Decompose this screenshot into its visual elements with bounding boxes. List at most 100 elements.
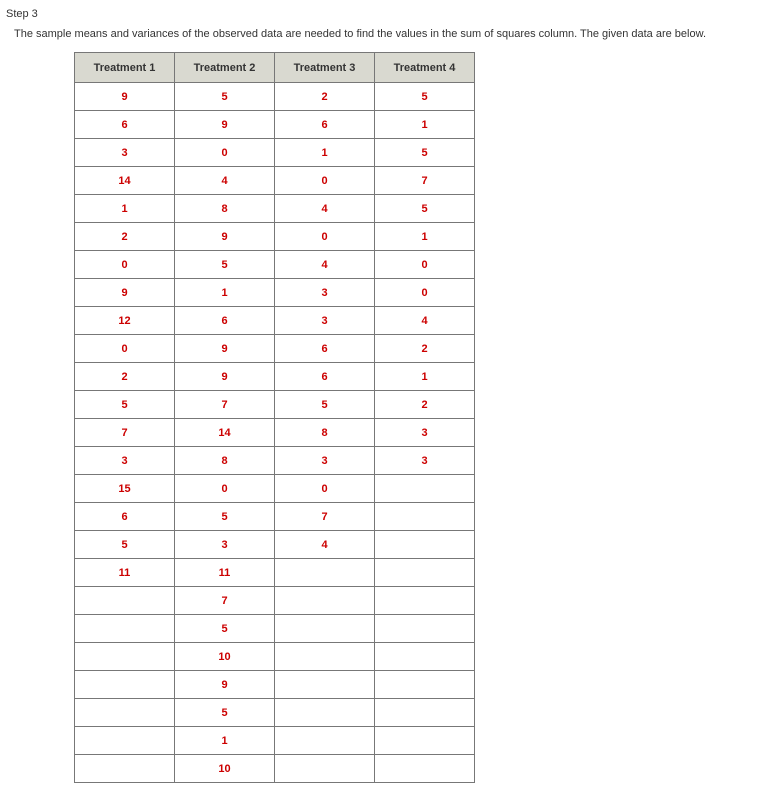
table-cell: 3 — [275, 447, 375, 475]
table-row: 657 — [75, 503, 475, 531]
table-cell: 9 — [175, 223, 275, 251]
table-cell: 7 — [375, 167, 475, 195]
table-cell: 1 — [375, 111, 475, 139]
table-cell: 5 — [175, 615, 275, 643]
table-row: 10 — [75, 643, 475, 671]
table-cell: 6 — [75, 111, 175, 139]
table-cell: 5 — [175, 503, 275, 531]
table-row: 6961 — [75, 111, 475, 139]
table-cell: 5 — [175, 699, 275, 727]
table-cell: 4 — [275, 251, 375, 279]
table-cell — [275, 727, 375, 755]
table-cell — [375, 587, 475, 615]
table-cell: 0 — [275, 475, 375, 503]
table-cell: 10 — [175, 643, 275, 671]
table-cell: 4 — [375, 307, 475, 335]
table-cell: 6 — [275, 111, 375, 139]
table-cell: 7 — [175, 391, 275, 419]
table-row: 10 — [75, 755, 475, 783]
table-cell: 0 — [75, 335, 175, 363]
table-header-row: Treatment 1 Treatment 2 Treatment 3 Trea… — [75, 53, 475, 83]
table-cell: 14 — [75, 167, 175, 195]
table-cell: 0 — [375, 251, 475, 279]
table-cell — [375, 671, 475, 699]
table-cell: 7 — [175, 587, 275, 615]
table-cell — [375, 531, 475, 559]
table-cell: 9 — [75, 83, 175, 111]
table-cell: 14 — [175, 419, 275, 447]
table-cell: 0 — [75, 251, 175, 279]
table-row: 1845 — [75, 195, 475, 223]
table-cell — [375, 643, 475, 671]
table-row: 71483 — [75, 419, 475, 447]
table-cell: 11 — [175, 559, 275, 587]
table-cell: 6 — [275, 363, 375, 391]
table-row: 534 — [75, 531, 475, 559]
table-cell: 10 — [175, 755, 275, 783]
table-row: 0962 — [75, 335, 475, 363]
table-cell: 8 — [275, 419, 375, 447]
intro-text: The sample means and variances of the ob… — [14, 28, 783, 40]
col-header: Treatment 1 — [75, 53, 175, 83]
table-cell: 1 — [175, 727, 275, 755]
table-cell: 6 — [75, 503, 175, 531]
table-cell — [275, 559, 375, 587]
table-cell — [75, 727, 175, 755]
table-row: 2961 — [75, 363, 475, 391]
table-cell: 5 — [275, 391, 375, 419]
table-cell: 3 — [175, 531, 275, 559]
table-row: 3015 — [75, 139, 475, 167]
table-cell: 0 — [175, 139, 275, 167]
table-cell: 9 — [175, 111, 275, 139]
table-cell — [75, 643, 175, 671]
table-cell: 12 — [75, 307, 175, 335]
table-cell: 5 — [75, 391, 175, 419]
table-cell — [75, 699, 175, 727]
table-cell — [275, 755, 375, 783]
table-cell — [375, 559, 475, 587]
table-cell: 5 — [375, 195, 475, 223]
table-cell: 3 — [375, 419, 475, 447]
table-cell: 9 — [175, 335, 275, 363]
table-row: 1500 — [75, 475, 475, 503]
table-cell: 1 — [375, 363, 475, 391]
table-cell: 3 — [75, 139, 175, 167]
col-header: Treatment 2 — [175, 53, 275, 83]
table-cell: 7 — [275, 503, 375, 531]
table-cell — [375, 727, 475, 755]
table-cell — [75, 587, 175, 615]
table-row: 1 — [75, 727, 475, 755]
table-cell — [375, 699, 475, 727]
table-cell: 5 — [175, 251, 275, 279]
table-cell: 9 — [75, 279, 175, 307]
table-cell: 3 — [275, 279, 375, 307]
table-cell — [275, 643, 375, 671]
table-row: 0540 — [75, 251, 475, 279]
table-cell: 2 — [75, 223, 175, 251]
table-cell: 15 — [75, 475, 175, 503]
table-cell: 0 — [275, 223, 375, 251]
col-header: Treatment 3 — [275, 53, 375, 83]
table-cell — [275, 671, 375, 699]
table-cell — [75, 755, 175, 783]
table-row: 9 — [75, 671, 475, 699]
table-cell — [275, 615, 375, 643]
table-cell: 1 — [175, 279, 275, 307]
table-cell — [275, 587, 375, 615]
table-row: 5 — [75, 615, 475, 643]
table-cell: 4 — [275, 531, 375, 559]
table-cell: 9 — [175, 671, 275, 699]
table-cell — [375, 615, 475, 643]
table-cell: 0 — [375, 279, 475, 307]
table-row: 12634 — [75, 307, 475, 335]
table-cell: 9 — [175, 363, 275, 391]
table-cell: 2 — [275, 83, 375, 111]
table-cell: 8 — [175, 195, 275, 223]
table-cell: 0 — [275, 167, 375, 195]
table-cell — [75, 671, 175, 699]
table-cell: 7 — [75, 419, 175, 447]
table-cell: 1 — [375, 223, 475, 251]
table-cell: 5 — [175, 83, 275, 111]
table-cell: 5 — [375, 83, 475, 111]
table-cell: 8 — [175, 447, 275, 475]
